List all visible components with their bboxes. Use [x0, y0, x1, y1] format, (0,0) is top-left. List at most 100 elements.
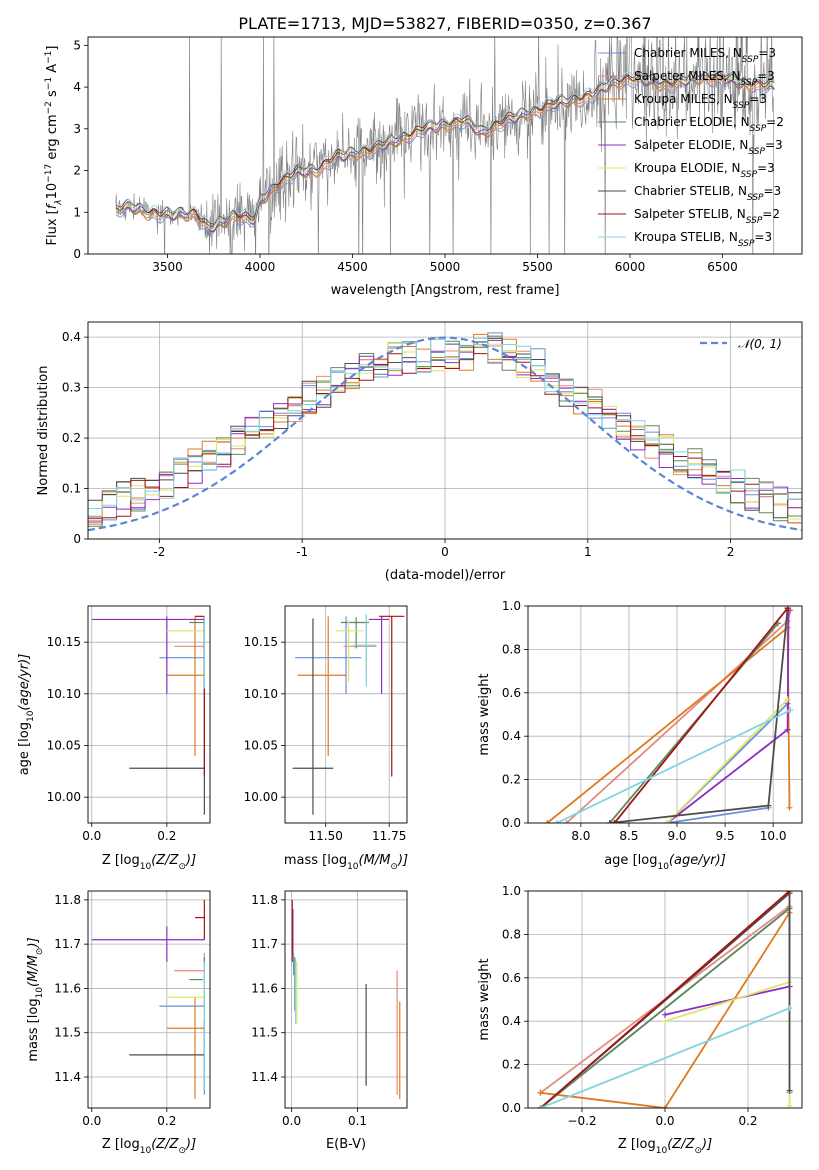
- x-tick-label: 6500: [707, 260, 738, 274]
- x-tick-label: 2: [727, 545, 735, 559]
- y-axis-label: Normed distribution: [36, 366, 51, 496]
- label-part: =3: [758, 46, 776, 60]
- y-axis-label: mass weight: [477, 958, 492, 1040]
- mass-weight-marker: [784, 696, 791, 703]
- x-axis-label: Z [log10(Z/Z⊙)]: [102, 853, 196, 872]
- label-part: SSP: [746, 216, 763, 226]
- legend-entry: Kroupa MILES, NSSP=3: [634, 92, 767, 111]
- legend-entry: Chabrier ELODIE, NSSP=2: [634, 115, 784, 134]
- histogram-step-line: [88, 338, 802, 539]
- label-part: erg cm: [45, 114, 60, 163]
- label-part: SSP: [742, 55, 759, 65]
- label-part: ⊙: [178, 1146, 186, 1156]
- y-tick-label: 11.5: [54, 1026, 81, 1040]
- model-fit-line: [115, 74, 775, 233]
- label-part: =3: [765, 138, 783, 152]
- x-tick-label: 11.50: [308, 829, 342, 843]
- mass-weight-marker: [662, 1105, 668, 1108]
- axes-frame: [87, 321, 803, 540]
- label-part: −17: [44, 164, 54, 183]
- label-part: 10: [35, 987, 45, 999]
- axes-residuals: -2 -1 0 1 2 0 0.1 0.2 0.3 0.4 (data-model)/error No…: [36, 321, 803, 583]
- label-part: =3: [754, 230, 772, 244]
- y-tick-label: 2: [73, 164, 81, 178]
- mass-weight-marker: [611, 820, 618, 823]
- label-part: age [log: [604, 853, 657, 868]
- label-part: SSP: [750, 124, 767, 134]
- y-tick-label: 0.0: [502, 816, 521, 830]
- label-part: =2: [762, 207, 780, 221]
- axes-frame: [527, 605, 803, 824]
- y-tick-label: 11.6: [251, 981, 278, 995]
- x-axis-label: (data-model)/error: [385, 568, 506, 583]
- y-tick-label: 11.7: [251, 937, 278, 951]
- plot-area-age-vs-Z: [91, 615, 205, 815]
- x-tick-label: 6000: [615, 260, 646, 274]
- mass-weight-line: [540, 1007, 790, 1108]
- x-tick-label: 9.5: [716, 829, 735, 843]
- mass-weight-marker: [664, 820, 671, 823]
- mass-weight-marker: [786, 1087, 793, 1094]
- x-tick-label: 5500: [522, 260, 553, 274]
- label-part: 10: [26, 710, 36, 722]
- y-axis-label: mass weight: [477, 673, 492, 755]
- label-part: SSP: [733, 101, 750, 111]
- mass-weight-marker: [662, 1011, 668, 1018]
- label-part: Salpeter STELIB, N: [634, 207, 746, 221]
- label-part: =3: [749, 92, 767, 106]
- label-part: =3: [757, 69, 775, 83]
- mass-weight-marker: [537, 1105, 544, 1108]
- label-part: ]: [45, 46, 60, 51]
- label-part: λ: [54, 199, 64, 205]
- label-part: 10: [347, 862, 359, 872]
- y-tick-label: 0.8: [502, 642, 521, 656]
- label-part: )]: [185, 1137, 196, 1152]
- axes-mass-vs-Z: 0.0 0.211.411.511.611.711.8Z [log10(Z/Z⊙)…: [26, 890, 211, 1156]
- y-axis-label: mass [log10(M/M⊙)]: [26, 937, 45, 1061]
- y-tick-label: 11.4: [251, 1070, 278, 1084]
- y-tick-label: 0.6: [502, 686, 521, 700]
- label-part: SSP: [741, 170, 758, 180]
- mass-weight-marker: [662, 1018, 668, 1025]
- legend-entry: Salpeter ELODIE, NSSP=3: [634, 138, 783, 157]
- y-tick-label: 5: [73, 38, 81, 52]
- label-part: Salpeter ELODIE, N: [634, 138, 748, 152]
- x-axis-label: mass [log10(M/M⊙)]: [284, 853, 408, 872]
- label-part: Z [log: [618, 1137, 656, 1152]
- y-axis-label: age [log10(age/yr)]: [17, 654, 36, 776]
- plot-area-mass-vs-Z: [91, 899, 205, 1100]
- label-part: )]: [397, 853, 408, 868]
- label-part: 10: [657, 862, 669, 872]
- x-tick-label: 4500: [337, 260, 368, 274]
- axes-massweight-vs-Z: −0.2 0.0 0.2 0.0 0.2 0.4 0.6 0.8 1.0 Z [log10(Z/Z…: [477, 884, 803, 1156]
- label-part: s: [45, 90, 60, 101]
- legend-entry: Chabrier MILES, NSSP=3: [634, 46, 776, 65]
- y-tick-label: 11.5: [251, 1026, 278, 1040]
- mass-weight-line: [666, 702, 789, 823]
- x-tick-label: −0.2: [567, 1114, 596, 1128]
- label-part: =3: [764, 184, 782, 198]
- label-part: Chabrier ELODIE, N: [634, 115, 750, 129]
- label-part: −1: [44, 77, 54, 90]
- mass-weight-line: [664, 985, 790, 1016]
- x-tick-label: 4000: [245, 260, 276, 274]
- plot-area-spectrum: [115, 37, 775, 254]
- label-part: =2: [766, 115, 784, 129]
- x-axis-label: Z [log10(Z/Z⊙)]: [618, 1137, 712, 1156]
- x-tick-label: 10.0: [760, 829, 787, 843]
- label-part: (M/M: [26, 955, 41, 987]
- mass-weight-marker: [787, 707, 794, 714]
- label-part: mass [log: [284, 853, 347, 868]
- y-tick-label: 0.2: [502, 1058, 521, 1072]
- model-fit-line: [115, 68, 775, 224]
- label-part: ⊙: [35, 948, 45, 956]
- y-tick-label: 4: [73, 80, 81, 94]
- label-part: Kroupa ELODIE, N: [634, 161, 741, 175]
- x-tick-label: 0.0: [655, 1114, 674, 1128]
- label-part: Z [log: [102, 853, 140, 868]
- label-part: (M/M: [359, 853, 391, 868]
- x-tick-label: 9.0: [667, 829, 686, 843]
- axes-age-vs-mass: 11.50 11.75 10.00 10.05 10.10 10.15 mass [log1…: [244, 605, 408, 872]
- mass-weight-line: [613, 607, 789, 823]
